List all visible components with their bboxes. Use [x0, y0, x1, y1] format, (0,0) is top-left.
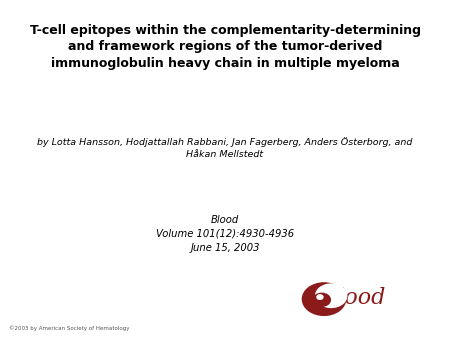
- Circle shape: [315, 284, 347, 308]
- Circle shape: [317, 295, 323, 299]
- Circle shape: [302, 283, 346, 315]
- Text: blood: blood: [324, 287, 386, 310]
- Circle shape: [313, 293, 330, 306]
- Text: ©2003 by American Society of Hematology: ©2003 by American Society of Hematology: [9, 325, 130, 331]
- Text: Blood
Volume 101(12):4930-4936
June 15, 2003: Blood Volume 101(12):4930-4936 June 15, …: [156, 215, 294, 252]
- Text: T-cell epitopes within the complementarity-determining
and framework regions of : T-cell epitopes within the complementari…: [30, 24, 420, 70]
- Text: by Lotta Hansson, Hodjattallah Rabbani, Jan Fagerberg, Anders Österborg, and
Håk: by Lotta Hansson, Hodjattallah Rabbani, …: [37, 137, 413, 159]
